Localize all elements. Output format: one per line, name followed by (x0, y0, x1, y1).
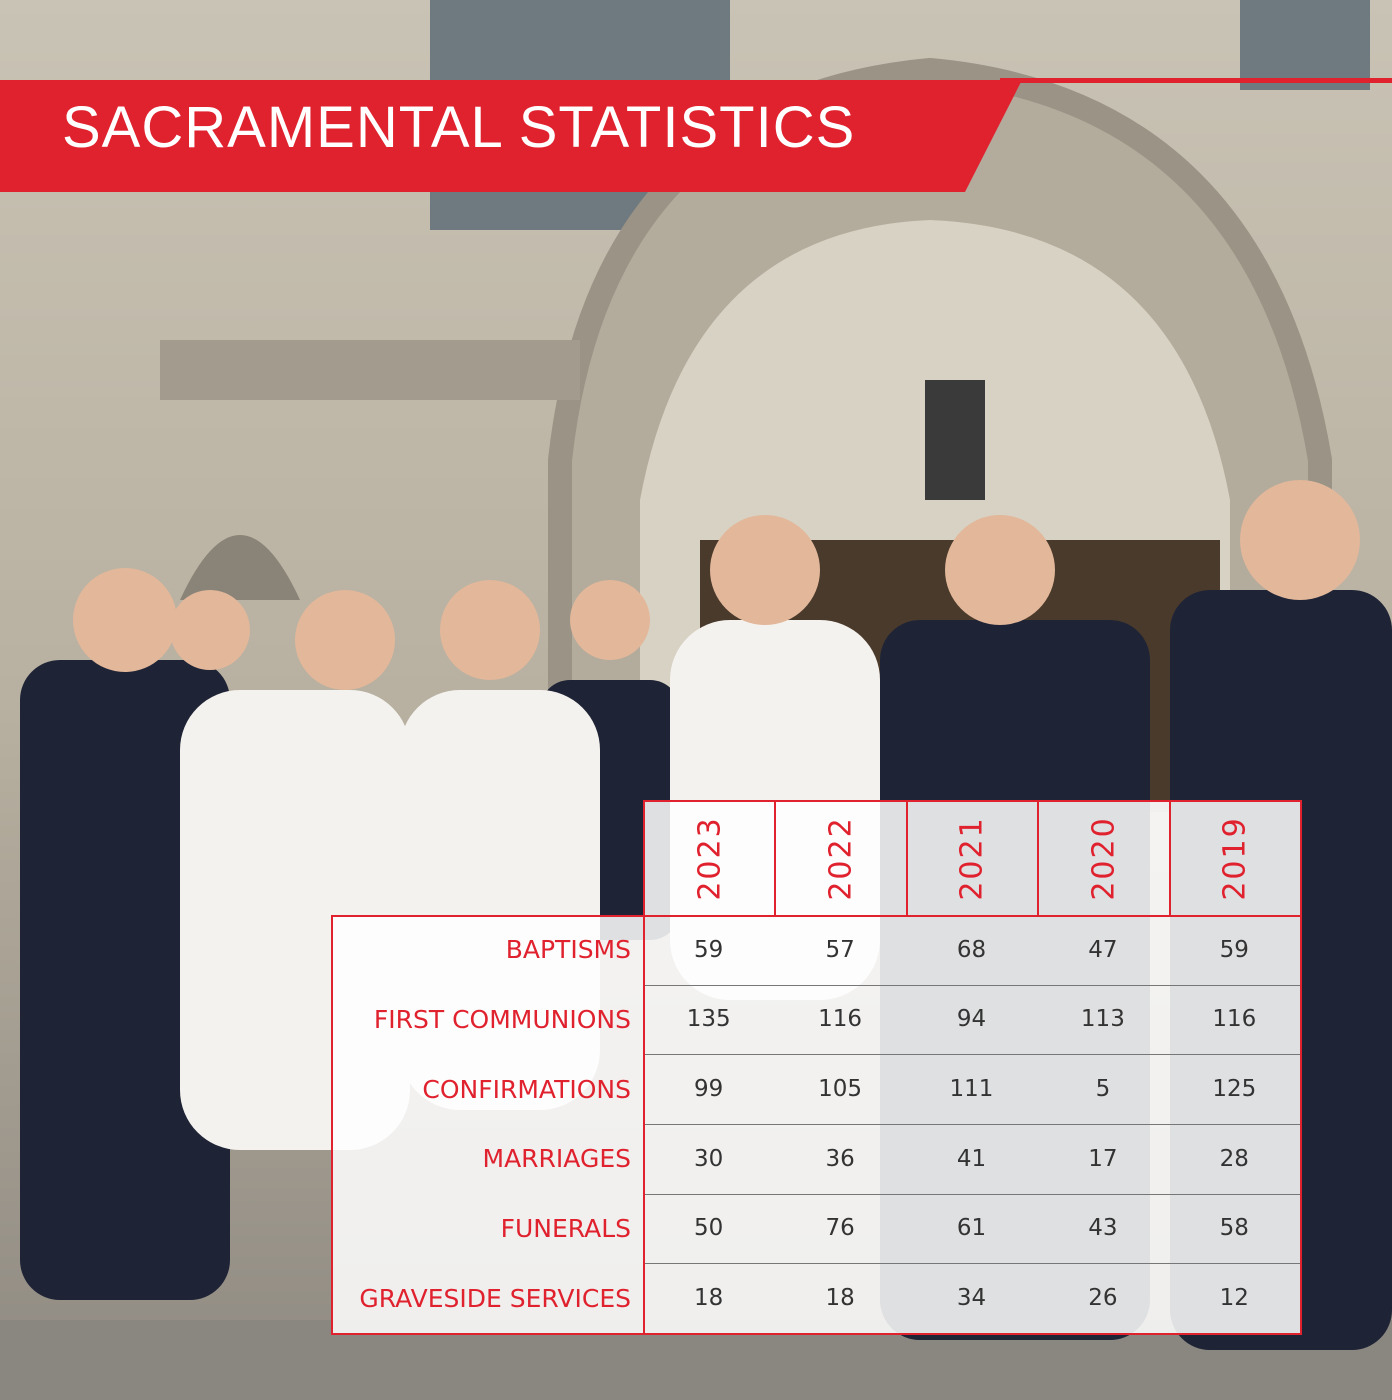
row-label: CONFIRMATIONS (331, 1054, 631, 1124)
row-label: GRAVESIDE SERVICES (331, 1263, 631, 1333)
cell-value: 59 (643, 915, 774, 985)
banner-line (1000, 78, 1392, 83)
year-label: 2020 (1086, 816, 1121, 900)
cell-value: 125 (1169, 1054, 1300, 1124)
cell-value: 111 (906, 1054, 1037, 1124)
cell-value: 68 (906, 915, 1037, 985)
cell-value: 99 (643, 1054, 774, 1124)
year-label: 2023 (692, 816, 727, 900)
cell-value: 26 (1037, 1263, 1168, 1333)
cell-value: 59 (1169, 915, 1300, 985)
cell-value: 116 (774, 985, 905, 1055)
year-label: 2021 (955, 816, 990, 900)
cell-value: 61 (906, 1194, 1037, 1264)
year-header: 2020 (1037, 800, 1170, 917)
year-header: 2021 (906, 800, 1039, 917)
title: SACRAMENTAL STATISTICS (62, 94, 855, 161)
cell-value: 105 (774, 1054, 905, 1124)
row-label: FUNERALS (331, 1194, 631, 1264)
cell-value: 17 (1037, 1124, 1168, 1194)
row-label: BAPTISMS (331, 915, 631, 985)
cell-value: 47 (1037, 915, 1168, 985)
cell-value: 43 (1037, 1194, 1168, 1264)
cell-value: 57 (774, 915, 905, 985)
cell-value: 116 (1169, 985, 1300, 1055)
year-header: 2023 (643, 800, 776, 917)
year-label: 2019 (1218, 816, 1253, 900)
cell-value: 34 (906, 1263, 1037, 1333)
cell-value: 12 (1169, 1263, 1300, 1333)
cell-value: 36 (774, 1124, 905, 1194)
cell-value: 76 (774, 1194, 905, 1264)
cell-value: 135 (643, 985, 774, 1055)
cell-value: 58 (1169, 1194, 1300, 1264)
page: SACRAMENTAL STATISTICS 2023 2022 2021 2020 2… (0, 0, 1392, 1400)
year-label: 2022 (824, 816, 859, 900)
cell-value: 41 (906, 1124, 1037, 1194)
year-header: 2019 (1169, 800, 1302, 917)
cell-value: 30 (643, 1124, 774, 1194)
cell-value: 94 (906, 985, 1037, 1055)
cell-value: 28 (1169, 1124, 1300, 1194)
cell-value: 5 (1037, 1054, 1168, 1124)
cell-value: 18 (643, 1263, 774, 1333)
cell-value: 113 (1037, 985, 1168, 1055)
cell-value: 50 (643, 1194, 774, 1264)
row-label: MARRIAGES (331, 1124, 631, 1194)
row-label: FIRST COMMUNIONS (331, 985, 631, 1055)
year-header: 2022 (774, 800, 907, 917)
cell-value: 18 (774, 1263, 905, 1333)
